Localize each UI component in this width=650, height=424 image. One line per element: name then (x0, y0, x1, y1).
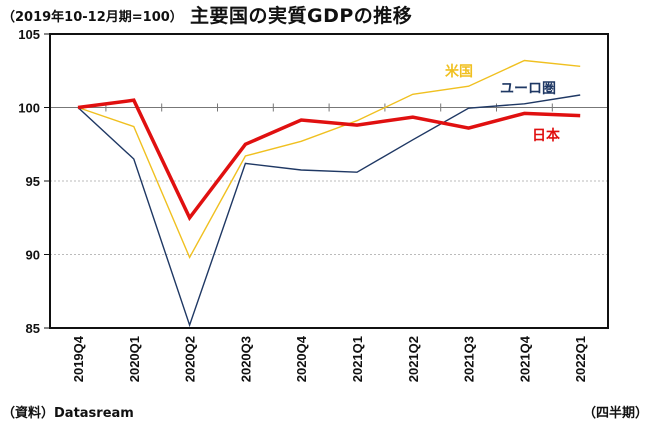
x-tick-label: 2021Q2 (406, 336, 421, 382)
y-tick-label: 100 (18, 101, 40, 116)
y-tick-label: 95 (26, 174, 40, 189)
x-tick-label: 2021Q1 (350, 336, 365, 382)
y-tick-label: 85 (26, 321, 40, 336)
series-label-1: ユーロ圏 (500, 81, 556, 97)
x-axis-unit: （四半期） (582, 406, 648, 421)
series-label-2: 日本 (532, 127, 561, 144)
x-tick-label: 2020Q1 (127, 336, 142, 382)
y-tick-label: 105 (18, 27, 40, 42)
x-tick-label: 2020Q2 (183, 336, 198, 382)
source-note: （資料）Datasream (2, 406, 134, 421)
chart-title: 主要国の実質GDPの推移 (190, 5, 413, 27)
series-line-1 (77, 94, 581, 328)
unit-note: （2019年10-12月期=100） (2, 10, 183, 25)
series-line-2 (77, 98, 581, 222)
series-line-0 (77, 59, 581, 259)
x-tick-label: 2020Q4 (294, 335, 309, 382)
x-tick-label: 2022Q1 (573, 336, 588, 382)
x-tick-label: 2021Q3 (462, 336, 477, 382)
y-tick-label: 90 (26, 248, 40, 263)
x-tick-label: 2020Q3 (238, 336, 253, 382)
x-tick-label: 2019Q4 (71, 335, 86, 382)
x-tick-label: 2021Q4 (517, 335, 532, 382)
plot-area-border (49, 33, 609, 329)
series-label-0: 米国 (445, 63, 473, 80)
